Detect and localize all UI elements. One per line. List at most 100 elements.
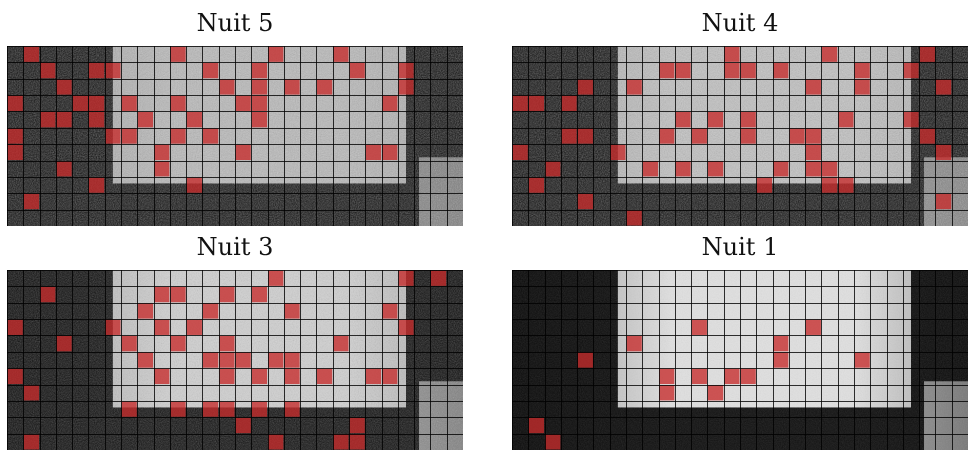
highlight-cell [88,111,105,128]
highlight-cell [251,95,268,111]
highlight-cell [691,128,707,144]
highlight-cell [561,95,577,111]
highlight-cell [642,161,659,177]
highlight-cell [56,161,72,177]
highlight-cell [626,335,642,352]
highlight-cell [903,111,919,128]
highlight-cell [7,368,23,385]
highlight-cell [740,62,756,79]
highlight-cell [382,368,398,385]
highlight-cell [773,335,789,352]
highlight-cell [789,128,805,144]
highlight-cell [219,79,235,95]
highlight-cell [512,95,528,111]
highlight-cell [202,352,219,368]
panel-nuit-3: Nuit 3 [7,230,463,450]
highlight-cell [528,177,545,193]
highlight-cell [202,62,219,79]
camera-frame [512,270,968,450]
highlight-cell [23,46,40,62]
highlight-cell [545,434,561,450]
panel-title: Nuit 1 [701,233,779,261]
highlight-cell [821,177,838,193]
highlight-cell [7,95,23,111]
highlight-cell [675,161,691,177]
highlight-cell [186,319,202,335]
grid-overlay [7,46,463,226]
camera-image [512,46,968,226]
highlight-cell [251,286,268,303]
camera-frame [7,46,463,226]
highlight-cell [854,79,870,95]
panel-nuit-5: Nuit 5 [7,6,463,226]
highlight-cell [707,161,724,177]
highlight-cell [724,62,740,79]
highlight-cell [935,79,952,95]
highlight-cell [219,352,235,368]
highlight-cell [577,79,593,95]
highlight-cell [235,352,251,368]
highlight-cell [577,193,593,210]
highlight-cell [333,46,349,62]
highlight-cell [56,79,72,95]
highlight-cell [349,417,365,434]
highlight-cell [659,385,675,401]
highlight-cell [170,401,186,417]
highlight-cell [154,368,170,385]
highlight-cell [382,144,398,161]
highlight-cell [105,319,121,335]
highlight-cell [154,144,170,161]
highlight-cell [40,286,56,303]
highlight-cell [626,79,642,95]
highlight-cell [528,95,545,111]
highlight-cell [88,177,105,193]
highlight-cell [251,62,268,79]
highlight-cell [398,62,414,79]
highlight-cell [137,352,154,368]
highlight-cell [40,62,56,79]
highlight-cell [235,144,251,161]
highlight-cell [545,161,561,177]
highlight-cell [268,352,284,368]
highlight-cell [186,111,202,128]
highlight-cell [137,111,154,128]
highlight-cell [349,434,365,450]
highlight-cell [382,95,398,111]
highlight-cell [154,161,170,177]
highlight-cell [316,79,333,95]
highlight-cell [838,177,854,193]
highlight-cell [7,144,23,161]
highlight-cell [284,303,300,319]
highlight-cell [121,95,137,111]
highlight-cell [251,111,268,128]
highlight-cell [202,401,219,417]
highlight-cell [235,417,251,434]
highlight-cell [284,368,300,385]
highlight-cell [235,95,251,111]
highlight-cell [202,303,219,319]
highlight-cell [7,319,23,335]
highlight-cell [512,144,528,161]
highlight-cell [691,319,707,335]
highlight-cell [610,144,626,161]
highlight-cell [7,128,23,144]
panel-title: Nuit 4 [701,9,779,37]
highlight-cell [773,62,789,79]
camera-image [512,270,968,450]
highlight-cell [251,368,268,385]
highlight-cell [72,95,88,111]
highlight-cell [675,62,691,79]
highlight-cell [740,111,756,128]
highlight-cell [333,335,349,352]
highlight-cell [219,335,235,352]
highlight-cell [349,62,365,79]
highlight-cell [170,335,186,352]
camera-image [7,270,463,450]
highlight-cell [724,368,740,385]
highlight-cell [398,319,414,335]
highlight-cell [740,128,756,144]
highlight-cell [854,62,870,79]
highlight-cell [137,303,154,319]
highlight-cell [121,128,137,144]
highlight-cell [154,286,170,303]
